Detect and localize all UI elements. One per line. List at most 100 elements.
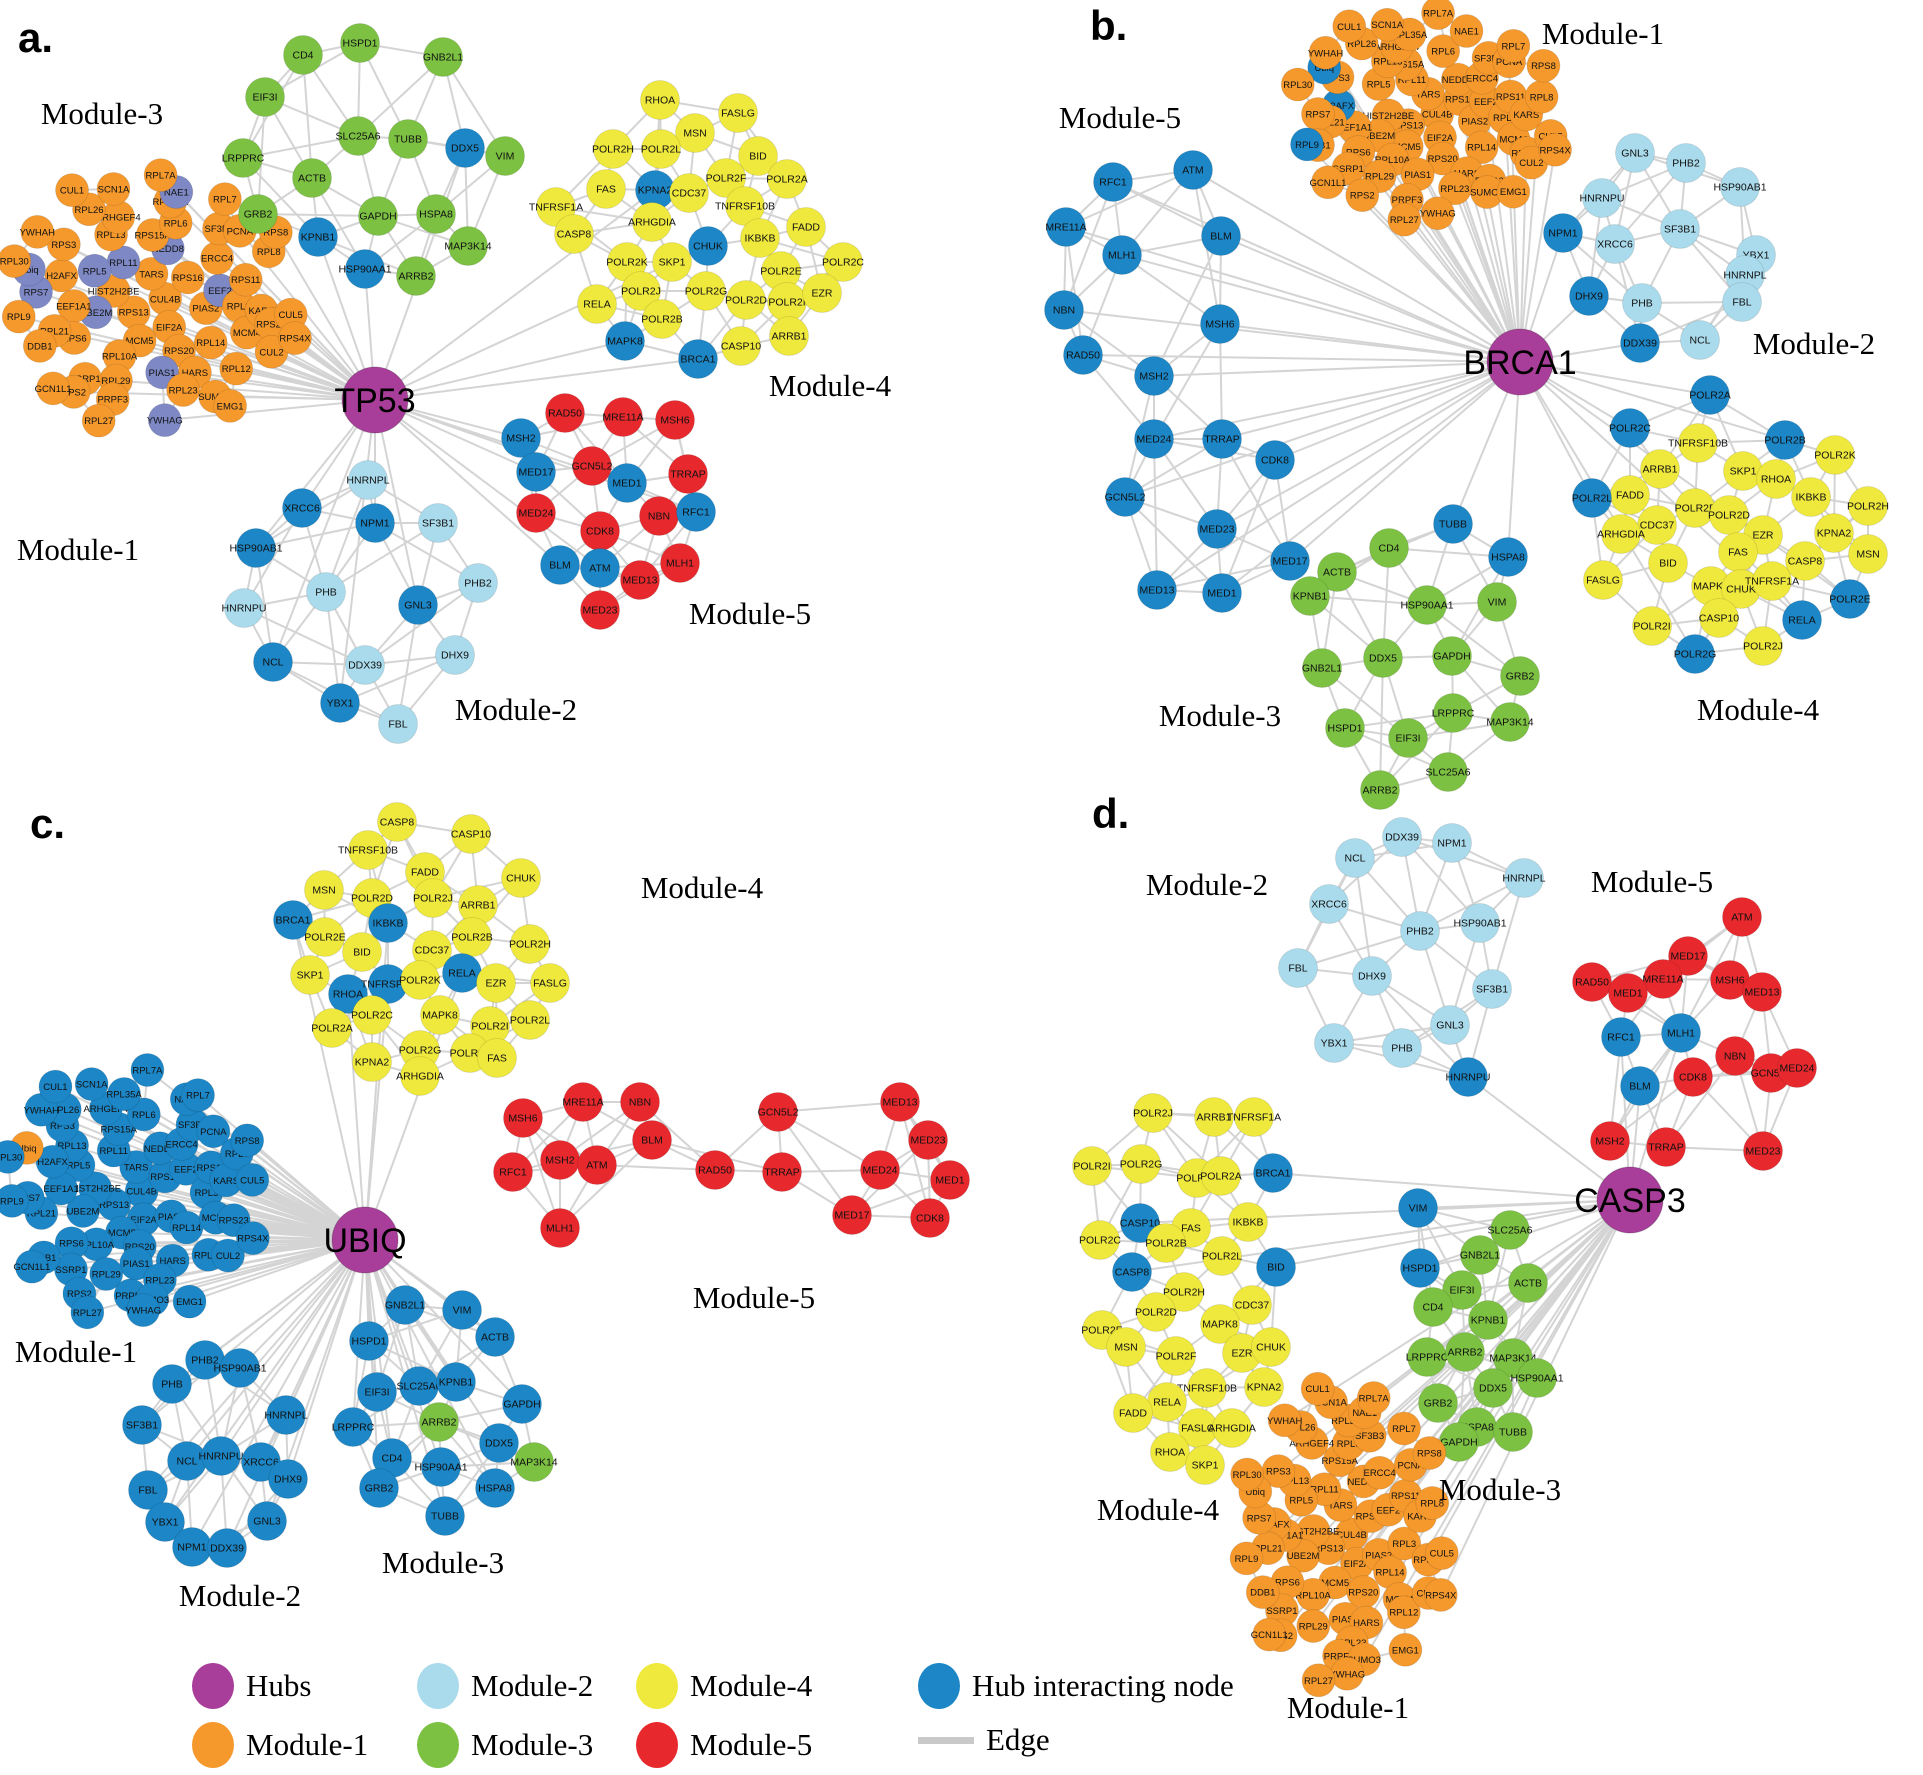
node-CASP8 bbox=[1785, 541, 1825, 581]
node-RPL7A bbox=[130, 1053, 165, 1087]
node-NCL bbox=[1680, 320, 1720, 360]
node-GRB2 bbox=[238, 194, 278, 234]
node-NCL bbox=[253, 642, 293, 682]
node-RPL30 bbox=[0, 244, 32, 278]
hub-edge bbox=[1220, 235, 1521, 363]
node-ERCC4 bbox=[1362, 1455, 1397, 1490]
module-label-module-5: Module-5 bbox=[1059, 100, 1181, 135]
edge bbox=[374, 522, 479, 584]
node-FASLG bbox=[530, 963, 570, 1003]
node-RPS4X bbox=[235, 1221, 270, 1256]
node-FBL bbox=[128, 1470, 168, 1510]
node-POLR2I bbox=[767, 282, 807, 322]
node-SLC25A6 bbox=[338, 116, 378, 156]
edge bbox=[596, 1164, 716, 1171]
node-RPL8 bbox=[1415, 1486, 1450, 1520]
edge bbox=[1297, 930, 1421, 969]
node-TUBB bbox=[1433, 504, 1473, 544]
module-label-module-5: Module-5 bbox=[1591, 864, 1713, 899]
node-HSP90AB1 bbox=[1460, 903, 1500, 943]
node-RPS4X bbox=[1538, 132, 1572, 167]
node-HSP90AA1 bbox=[421, 1447, 461, 1487]
node-RPS4X bbox=[1423, 1578, 1458, 1612]
node-VIM bbox=[485, 136, 525, 176]
hub-node-TP53 bbox=[341, 366, 409, 434]
node-NCL bbox=[1335, 838, 1375, 878]
node-MED24 bbox=[516, 493, 556, 533]
hub-edge bbox=[1065, 226, 1521, 363]
node-POLR2F bbox=[1675, 488, 1715, 528]
node-PHB bbox=[1622, 283, 1662, 323]
node-FBL bbox=[1278, 948, 1318, 988]
edge bbox=[777, 1111, 853, 1216]
node-POLR2L bbox=[510, 1000, 550, 1040]
node-HSPD1 bbox=[1325, 708, 1365, 748]
node-SLC25A6 bbox=[1490, 1210, 1530, 1250]
node-RPL7 bbox=[181, 1078, 215, 1113]
hub-edge bbox=[1467, 1076, 1631, 1201]
node-ARRB1 bbox=[1640, 449, 1680, 489]
module-label-module-1: Module-1 bbox=[1287, 1690, 1409, 1725]
labels-layer: Module-4 Module-5 Module-1 Module-2 Module-3… bbox=[15, 800, 815, 1613]
node-FADD bbox=[1610, 475, 1650, 515]
node-CDC37 bbox=[1232, 1285, 1272, 1325]
node-MED13 bbox=[620, 560, 660, 600]
node-KPNB1 bbox=[436, 1362, 476, 1402]
module-label-module-5: Module-5 bbox=[689, 596, 811, 631]
node-DHX9 bbox=[1569, 276, 1609, 316]
node-IKBKB bbox=[1228, 1202, 1268, 1242]
hub-edge bbox=[374, 189, 656, 401]
node-EMG1 bbox=[172, 1284, 207, 1319]
node-NBN bbox=[1044, 290, 1084, 330]
node-MSH2 bbox=[1134, 356, 1174, 396]
node-HSP90AA1 bbox=[1407, 585, 1447, 625]
node-FAS bbox=[1718, 532, 1758, 572]
node-GCN5L2 bbox=[1105, 477, 1145, 517]
node-GCN1L1 bbox=[36, 371, 70, 406]
node-BRCA1 bbox=[1253, 1153, 1293, 1193]
hub-edge bbox=[164, 399, 376, 422]
node-RELA bbox=[442, 953, 482, 993]
node-BID bbox=[1256, 1247, 1296, 1287]
hub-edge bbox=[159, 174, 376, 401]
hub-edge bbox=[1274, 361, 1521, 461]
edge bbox=[255, 522, 376, 549]
node-SLC25A6 bbox=[399, 1366, 439, 1406]
node-GNL3 bbox=[398, 585, 438, 625]
node-CASP10 bbox=[1699, 598, 1739, 638]
node-TUBB bbox=[1493, 1412, 1533, 1452]
node-TRRAP bbox=[762, 1152, 802, 1192]
node-GRB2 bbox=[1418, 1383, 1458, 1423]
node-SCN1A bbox=[74, 1067, 109, 1101]
node-EZR bbox=[802, 273, 842, 313]
node-YWHAH bbox=[20, 214, 55, 249]
hub-edge bbox=[1153, 361, 1521, 377]
node-BLM bbox=[1620, 1066, 1660, 1106]
hub-edge bbox=[220, 1239, 366, 1457]
module-label-module-3: Module-3 bbox=[1159, 698, 1281, 733]
node-NBN bbox=[620, 1082, 660, 1122]
node-POLR2L bbox=[1202, 1236, 1242, 1276]
panel-letter-c: c. bbox=[30, 800, 65, 847]
node-RPL8 bbox=[1524, 79, 1559, 114]
node-RPL27 bbox=[81, 403, 116, 438]
node-VIM bbox=[1398, 1188, 1438, 1228]
node-MSH2 bbox=[501, 418, 541, 458]
node-CASP10 bbox=[451, 814, 491, 854]
node-CASP8 bbox=[1112, 1252, 1152, 1292]
node-RPS2 bbox=[1345, 178, 1380, 213]
node-NPM1 bbox=[1432, 823, 1472, 863]
node-MSH2 bbox=[540, 1140, 580, 1180]
node-FAS bbox=[477, 1038, 517, 1078]
edge bbox=[397, 604, 419, 725]
node-POLR2C bbox=[823, 242, 863, 282]
node-POLR2A bbox=[1690, 375, 1730, 415]
edge bbox=[1309, 595, 1428, 606]
node-RPL9 bbox=[1, 299, 36, 334]
node-MED13 bbox=[1742, 972, 1782, 1012]
node-DHX9 bbox=[1352, 956, 1392, 996]
node-RPS8 bbox=[1412, 1436, 1447, 1470]
node-RPS16 bbox=[170, 260, 205, 295]
node-VIM bbox=[442, 1290, 482, 1330]
hub-edge bbox=[226, 1239, 366, 1549]
